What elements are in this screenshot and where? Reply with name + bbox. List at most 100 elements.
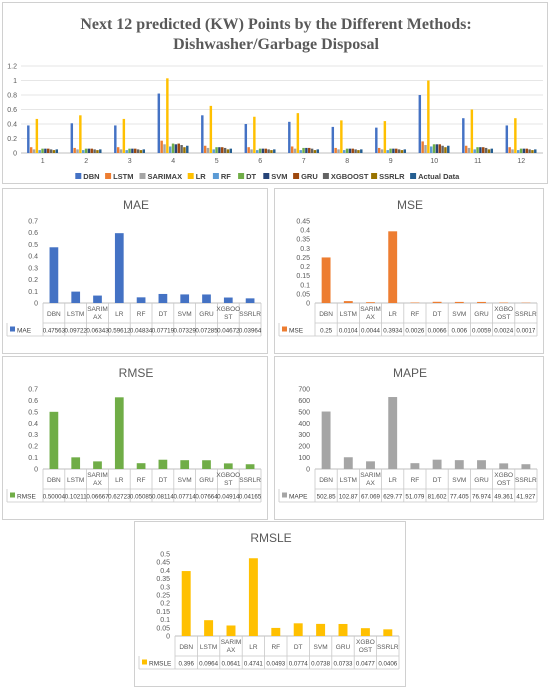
x-tick-label: 1 xyxy=(41,158,45,165)
bar-lstm xyxy=(421,141,424,153)
table-value: 0.0733 xyxy=(334,661,353,668)
bar-gru xyxy=(477,460,486,469)
x-tick-label: RF xyxy=(137,311,146,318)
x-tick-label: SSRLR xyxy=(515,311,537,318)
x-tick-label: SARIM xyxy=(221,639,242,646)
y-tick-label: 0.7 xyxy=(28,387,38,394)
mae-chart: MAE 0 0.1 0.2 0.3 0.4 0.5 0.6 0.7 DBN 0.47563 LSTM 0… xyxy=(6,198,262,337)
y-tick-label: 0.2 xyxy=(28,277,38,284)
table-value: 0.0059 xyxy=(472,328,491,335)
bar-dbn xyxy=(418,95,422,153)
legend-swatch xyxy=(139,173,146,179)
table-value: 0.10211 xyxy=(65,494,87,501)
y-tick-label: 0.3 xyxy=(300,246,310,253)
bar-xgboost xyxy=(267,149,270,153)
x-tick-label: GRU xyxy=(474,311,489,318)
bar-ssrlr xyxy=(226,149,230,153)
bar-xgboost xyxy=(223,147,227,153)
bar-gru xyxy=(47,148,50,153)
y-tick-label: 0 xyxy=(34,467,38,474)
bar-dt xyxy=(432,144,436,153)
y-tick-label: 0.3 xyxy=(160,584,170,591)
x-tick-label: AX xyxy=(93,480,102,487)
x-tick-label: OST xyxy=(497,314,510,321)
table-value: 0.3934 xyxy=(383,328,402,335)
table-value: 0.04914 xyxy=(217,494,240,501)
bar-sarimax xyxy=(93,461,102,469)
bar-dbn xyxy=(49,247,59,303)
y-tick-label: 0.5 xyxy=(28,242,38,249)
bar-rf xyxy=(168,146,172,153)
legend-swatch xyxy=(238,173,245,179)
y-tick-label: 0.45 xyxy=(296,219,310,226)
legend-label: Actual Data xyxy=(418,172,460,181)
bar-gru xyxy=(338,623,348,636)
bar-lr xyxy=(383,121,387,153)
bar-xgboost xyxy=(484,147,488,153)
y-tick-label: 0.2 xyxy=(300,264,310,271)
y-tick-label: 0.4 xyxy=(28,421,38,428)
y-tick-label: 0 xyxy=(13,151,17,158)
bar-dt xyxy=(158,459,168,469)
bar-xgboost xyxy=(397,149,401,153)
bar-lr xyxy=(514,118,517,153)
table-value: 0.08114 xyxy=(152,494,174,501)
x-tick-label: XGBOO xyxy=(216,306,240,313)
x-tick-label: SSRLR xyxy=(377,644,399,651)
bar-actual-data xyxy=(403,149,407,153)
bar-actual-data xyxy=(186,145,189,153)
y-tick-label: 0.4 xyxy=(300,228,310,235)
table-value: 51.079 xyxy=(405,494,424,501)
bar-sarimax xyxy=(293,148,297,153)
x-tick-label: DBN xyxy=(319,477,333,484)
legend-swatch xyxy=(142,659,147,665)
x-tick-label: LSTM xyxy=(67,477,84,484)
x-tick-label: GRU xyxy=(474,477,489,484)
bar-lr xyxy=(248,558,258,636)
bar-sarimax xyxy=(366,302,375,303)
bar-rf xyxy=(342,150,346,153)
bar-lr xyxy=(253,116,256,153)
bar-lr xyxy=(388,397,398,469)
bar-dbn xyxy=(331,126,335,153)
bar-rf xyxy=(136,463,146,469)
table-value: 0.07329 xyxy=(174,328,197,335)
table-value: 0.59612 xyxy=(108,328,131,335)
bar-svm xyxy=(305,147,308,153)
bar-dbn xyxy=(201,115,204,153)
x-tick-label: LSTM xyxy=(200,644,217,651)
bar-lr xyxy=(166,78,169,153)
rmse-chart-panel: RMSE 0 0.1 0.2 0.3 0.4 0.5 0.6 0.7 DBN 0.50004 LSTM… xyxy=(2,356,268,520)
y-tick-label: 0.25 xyxy=(296,255,310,262)
bar-svm xyxy=(180,460,190,469)
y-tick-label: 0.25 xyxy=(156,593,170,600)
bar-svm xyxy=(479,147,482,153)
table-value: 76.974 xyxy=(472,494,491,501)
x-tick-label: RF xyxy=(411,477,420,484)
table-value: 0.07714 xyxy=(174,494,197,501)
mse-chart: MSE 0 0.05 0.1 0.15 0.2 0.25 0.3 0.35 0.4 0.45 DBN 0… xyxy=(278,198,538,337)
x-tick-label: RF xyxy=(137,477,146,484)
y-tick-label: 0.5 xyxy=(28,409,38,416)
bar-lstm xyxy=(116,147,120,153)
bar-actual-data xyxy=(142,149,146,153)
y-tick-label: 0 xyxy=(166,634,170,641)
x-tick-label: AX xyxy=(93,314,102,321)
bar-ssrlr xyxy=(487,149,491,153)
legend-swatch xyxy=(212,173,219,179)
bar-xgboost xyxy=(528,149,531,153)
x-tick-label: 8 xyxy=(345,158,349,165)
bar-lstm xyxy=(29,147,33,153)
y-tick-label: 0.2 xyxy=(7,136,17,143)
bar-rf xyxy=(386,150,389,153)
bar-ssrlr xyxy=(444,147,447,153)
y-tick-label: 0.15 xyxy=(156,609,170,616)
bar-sarimax xyxy=(380,149,384,153)
y-tick-label: 0.1 xyxy=(160,617,170,624)
x-tick-label: SARIM xyxy=(87,306,108,313)
bar-sarimax xyxy=(93,295,102,303)
bar-sarimax xyxy=(163,144,166,153)
legend-swatch xyxy=(10,492,15,498)
bar-lstm xyxy=(73,147,76,153)
table-value: 0.0774 xyxy=(289,661,308,668)
